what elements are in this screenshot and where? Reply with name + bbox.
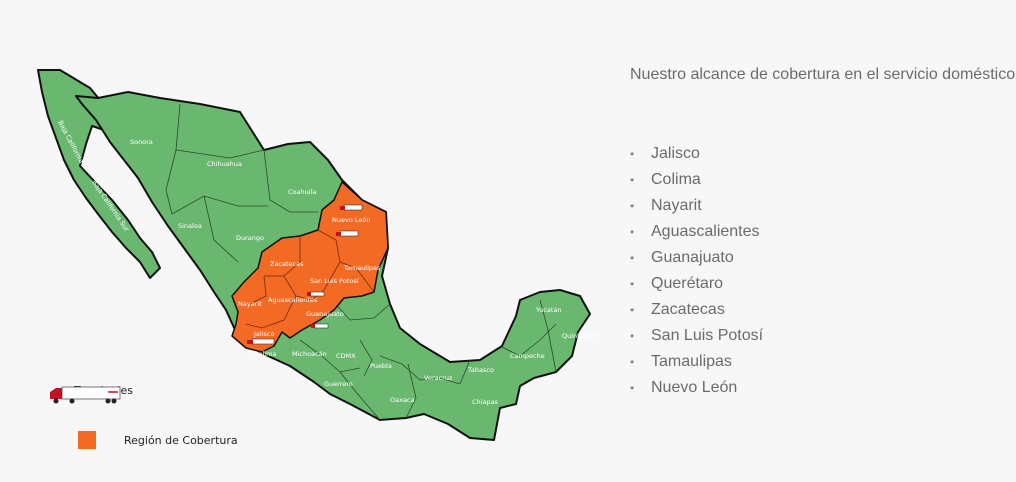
truck-icon [50,386,121,404]
bullet-icon: • [630,251,635,265]
state-name: Querétaro [651,275,724,292]
bullet-icon: • [630,355,635,369]
label-durango: Durango [236,234,264,242]
mexico-map: Baja California Baja California Sur Sono… [37,69,600,441]
label-tabasco: Tabasco [467,366,494,374]
label-michoacan: Michoacán [292,350,327,358]
state-name: Zacatecas [651,301,725,318]
bullet-icon: • [630,381,635,395]
label-veracruz: Veracruz [424,374,453,382]
label-chiapas: Chiapas [472,398,499,406]
bullet-icon: • [630,147,635,161]
label-sonora: Sonora [130,138,153,146]
state-name: Guanajuato [651,249,734,266]
list-item: • Guanajuato [630,240,1016,276]
label-tamaulipas: Tamaulipas [343,264,381,272]
map-internal-borders [165,103,557,421]
state-name: Colima [651,171,701,188]
covered-states-list: • Jalisco • Colima • Nayarit • Aguascaliente… [630,136,1016,406]
label-jalisco: Jalisco [253,330,274,338]
label-coahuila: Coahuila [288,188,316,196]
state-name: Nuevo León [651,379,738,396]
label-puebla: Puebla [370,362,392,370]
coverage-title: Nuestro alcance de cobertura en el servi… [630,66,1016,83]
bullet-icon: • [630,225,635,239]
label-aguascalientes: Aguascalientes [268,296,318,304]
label-san-luis-potosi: San Luis Potosí [310,277,359,285]
truck-icon [336,230,359,237]
label-oaxaca: Oaxaca [390,396,415,404]
truck-icon [340,204,363,211]
coverage-map-panel: Baja California Baja California Sur Sono… [37,69,600,449]
label-guerrero: Guerrero [324,380,353,388]
bullet-icon: • [630,173,635,187]
state-name: San Luis Potosí [651,327,764,344]
state-name: Jalisco [651,145,700,162]
state-name: Aguascalientes [651,223,760,240]
label-campeche: Campeche [510,352,545,360]
legend-coverage-label: Región de Cobertura [124,433,238,447]
legend-coverage-region: Región de Cobertura [78,431,238,449]
bullet-icon: • [630,199,635,213]
bullet-icon: • [630,303,635,317]
list-item: • Aguascalientes [630,214,1016,250]
list-item: • San Luis Potosí [630,318,1016,354]
map-region-coverage [231,181,389,353]
label-cdmx: CDMX [336,352,356,360]
list-item: • Tamaulipas [630,344,1016,380]
list-item: • Nuevo León [630,370,1016,406]
label-nuevo-leon: Nuevo León [332,216,370,224]
state-name: Tamaulipas [651,353,732,370]
bullet-icon: • [630,277,635,291]
truck-icon [307,291,325,297]
bullet-icon: • [630,329,635,343]
label-chihuahua: Chihuahua [207,160,242,168]
list-item: • Zacatecas [630,292,1016,328]
list-item: • Nayarit [630,188,1016,224]
label-nayarit: Nayarit [238,300,262,308]
coverage-panel: Nuestro alcance de cobertura en el servi… [630,66,1016,406]
label-sinaloa: Sinaloa [178,222,202,230]
legend-coverage-swatch [78,431,96,449]
label-quintana-roo: Quintana Roo [562,332,600,340]
list-item: • Querétaro [630,266,1016,302]
list-item: • Jalisco [630,136,1016,172]
label-guanajuato: Guanajuato [306,310,344,318]
state-name: Nayarit [651,197,702,214]
label-colima: Colima [254,350,276,358]
list-item: • Colima [630,162,1016,198]
label-yucatan: Yucatán [535,306,562,314]
label-zacatecas: Zacatecas [270,260,304,268]
map-coverage-borders [245,229,375,329]
truck-icon [311,323,329,329]
legend-terminals: Terminales [48,384,133,404]
truck-icon [247,338,275,345]
